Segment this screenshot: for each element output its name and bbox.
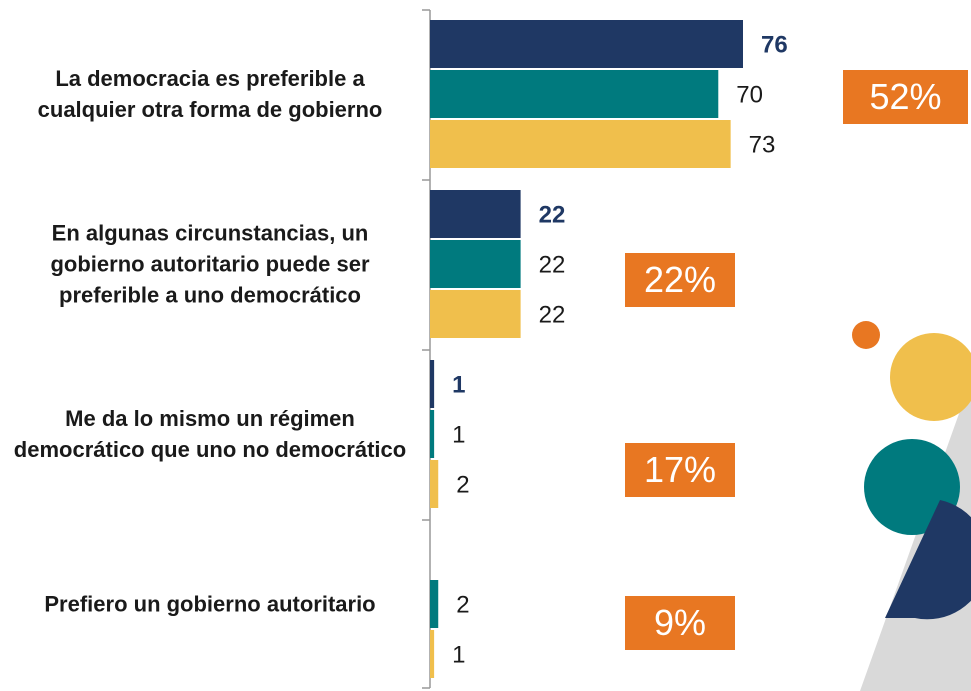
value-label: 70 <box>736 81 763 108</box>
bar <box>430 360 435 408</box>
category-label: La democracia es preferible a cualquier … <box>37 66 383 122</box>
value-label: 73 <box>749 131 776 158</box>
category-label: Me da lo mismo un régimen democrático qu… <box>13 406 407 462</box>
bar <box>430 120 731 168</box>
annotation-box: 9% <box>625 596 735 650</box>
value-label: 22 <box>539 251 566 278</box>
value-label: 22 <box>539 201 566 228</box>
annotation-box: 52% <box>843 70 968 124</box>
bar <box>430 70 719 118</box>
decor-circle <box>852 321 880 349</box>
bar <box>430 460 439 508</box>
annotation-box: 17% <box>625 443 735 497</box>
bar <box>430 190 521 238</box>
bar <box>430 580 439 628</box>
bar <box>430 630 435 678</box>
decor-shape <box>885 500 971 620</box>
annotation-box: 22% <box>625 253 735 307</box>
value-label: 1 <box>452 641 465 668</box>
bar <box>430 20 743 68</box>
value-label: 76 <box>761 31 788 58</box>
category-label: Prefiero un gobierno autoritario <box>44 591 376 617</box>
bar <box>430 240 521 288</box>
value-label: 1 <box>452 421 465 448</box>
bar <box>430 290 521 338</box>
bar <box>430 410 435 458</box>
value-label: 2 <box>456 591 469 618</box>
value-label: 22 <box>539 301 566 328</box>
value-label: 2 <box>456 471 469 498</box>
decor-circle <box>890 333 971 421</box>
value-label: 1 <box>452 371 465 398</box>
category-label: En algunas circunstancias, un gobierno a… <box>50 220 370 308</box>
